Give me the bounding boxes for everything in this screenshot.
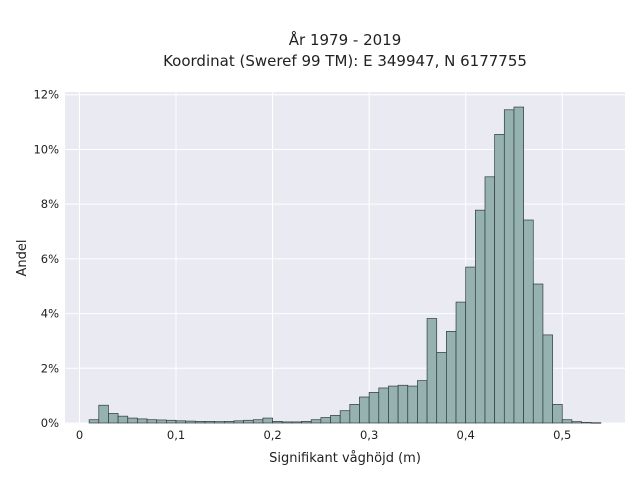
x-tick-label: 0,3 [360,428,378,442]
histogram-bar [368,392,380,424]
histogram-bars [88,106,602,424]
chart-title: År 1979 - 2019 [289,30,402,49]
y-axis-ticks: 0% 2% 4% 6% 8% 10% 12% [33,88,59,430]
y-tick-label: 0% [41,416,59,430]
histogram-bar [436,352,447,424]
histogram-bar [243,419,254,424]
histogram-bar [397,384,409,424]
histogram-bar [446,331,457,424]
histogram-bar [426,318,438,424]
histogram-bar [281,421,293,424]
histogram-bar [166,419,177,424]
histogram-bar [532,283,544,424]
histogram-bar [262,417,273,424]
y-tick-label: 6% [41,252,59,266]
histogram-bar [417,380,428,424]
x-tick-label: 0,2 [263,428,281,442]
histogram-bar [137,418,148,424]
histogram-bar [233,420,244,424]
histogram-bar [503,109,515,424]
chart-subtitle: Koordinat (Sweref 99 TM): E 349947, N 61… [163,52,527,70]
histogram-bar [330,414,341,424]
histogram-bar [310,419,322,424]
histogram-bar [465,266,476,424]
histogram-bar [407,385,418,424]
histogram-bar [320,417,331,424]
histogram-bar [339,410,351,424]
histogram-bar [291,421,302,424]
histogram-bar [561,419,573,424]
y-tick-label: 4% [41,307,59,321]
histogram-bar [542,334,553,424]
histogram-bar [127,417,138,424]
y-tick-label: 10% [33,142,59,156]
y-tick-label: 8% [41,197,59,211]
histogram-bar [359,396,370,424]
histogram-bar [88,419,100,424]
histogram-bar [455,301,467,424]
x-tick-label: 0 [76,428,83,442]
histogram-bar [301,421,312,424]
y-tick-label: 2% [41,361,59,375]
histogram-bar [146,419,158,424]
histogram-bar [194,421,206,424]
histogram-bar [523,219,534,424]
histogram-bar [252,419,264,424]
histogram-bar [484,176,496,424]
x-tick-label: 0,4 [457,428,475,442]
histogram-bar [117,415,129,424]
histogram-bar [98,404,109,424]
x-axis-label: Signifikant våghöjd (m) [269,451,421,466]
x-axis-ticks: 0 0,1 0,2 0,3 0,4 0,5 [76,428,572,442]
histogram-bar [581,422,592,424]
histogram-bar [108,413,119,424]
histogram-bar [156,419,167,424]
histogram-bar [378,387,389,424]
histogram-bar [388,385,399,424]
histogram-bar [214,421,225,424]
histogram-bar [474,209,486,424]
x-tick-label: 0,5 [553,428,571,442]
histogram-bar [223,421,235,424]
histogram-bar [349,404,360,424]
histogram-bar [513,106,524,424]
x-tick-label: 0,1 [167,428,185,442]
histogram-bar [175,420,187,424]
y-tick-label: 12% [33,88,59,102]
histogram-bar [590,422,602,424]
histogram-bar [185,420,196,424]
y-axis-label: Andel [15,240,30,277]
histogram-bar [204,421,216,424]
histogram-bar [571,421,582,424]
histogram-bar [552,404,563,424]
histogram-bar [272,421,283,424]
histogram-bar [494,134,505,424]
